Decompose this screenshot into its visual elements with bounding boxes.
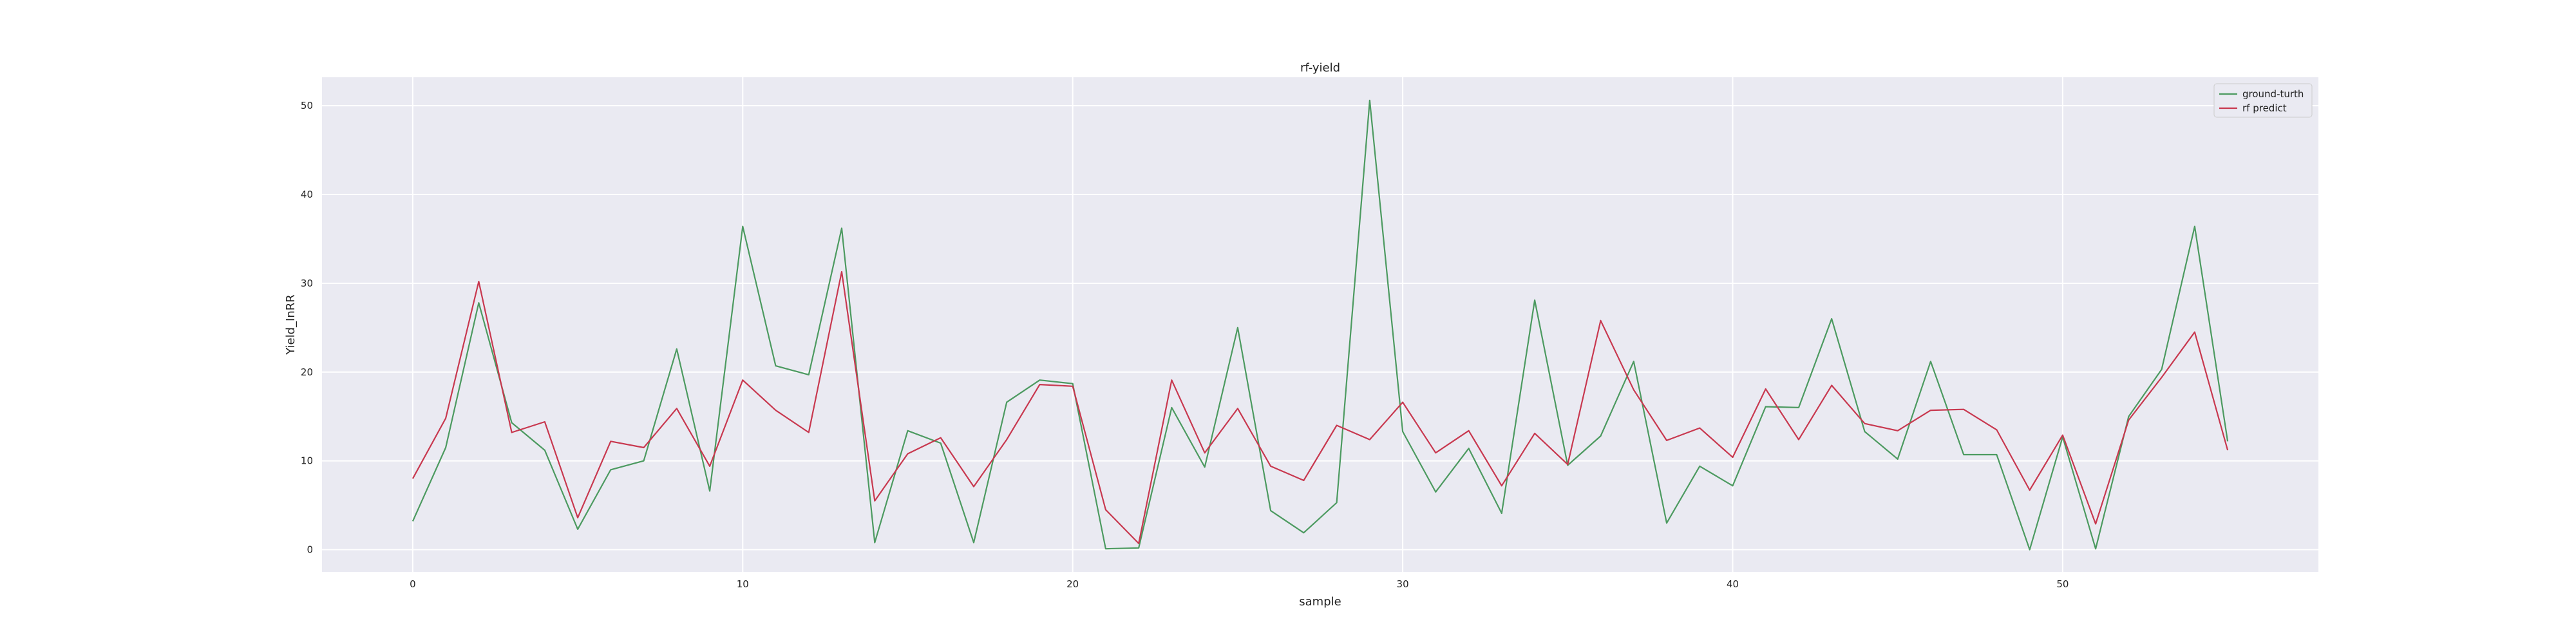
y-tick-label: 50 — [301, 100, 313, 111]
series-layer — [412, 99, 2229, 551]
x-tick-label: 40 — [1727, 578, 1739, 590]
plot-area — [322, 77, 2318, 572]
legend: ground-turth rf predict — [2213, 83, 2313, 118]
y-tick-label: 40 — [301, 189, 313, 200]
y-axis-label: Yield_InRR — [284, 294, 298, 355]
x-ticks: 0 10 20 30 40 50 — [410, 578, 2069, 590]
series-line-rf-predict — [412, 270, 2229, 545]
legend-label: rf predict — [2242, 102, 2287, 114]
grid — [322, 77, 2318, 572]
y-tick-label: 20 — [301, 366, 313, 378]
chart-title: rf-yield — [1300, 61, 1340, 75]
legend-label: ground-turth — [2242, 88, 2304, 100]
x-tick-label: 20 — [1066, 578, 1079, 590]
x-tick-label: 10 — [737, 578, 749, 590]
y-ticks: 0 10 20 30 40 50 — [301, 100, 313, 555]
series-line-ground-truth — [412, 99, 2229, 551]
x-tick-label: 50 — [2056, 578, 2069, 590]
x-tick-label: 0 — [410, 578, 416, 590]
x-tick-label: 30 — [1397, 578, 1409, 590]
x-axis-label: sample — [1299, 595, 1341, 609]
legend-box — [2213, 83, 2313, 118]
y-tick-label: 30 — [301, 278, 313, 289]
y-tick-label: 10 — [301, 455, 313, 467]
y-tick-label: 0 — [307, 544, 313, 556]
